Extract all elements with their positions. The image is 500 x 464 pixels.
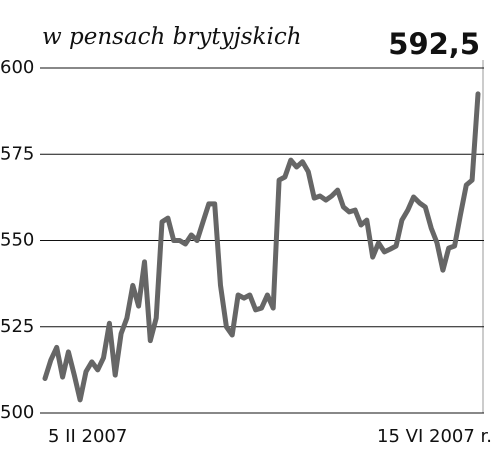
y-tick-label: 525	[0, 316, 34, 337]
current-value: 592,5	[388, 27, 480, 61]
x-start-label: 5 II 2007	[48, 426, 127, 447]
subtitle: w pensach brytyjskich	[42, 24, 302, 50]
y-tick-label: 500	[0, 402, 34, 423]
x-end-label: 15 VI 2007 r.	[377, 426, 492, 447]
y-tick-label: 575	[0, 143, 34, 164]
y-tick-label: 550	[0, 230, 34, 251]
y-tick-label: 600	[0, 57, 34, 78]
price-line	[42, 91, 481, 403]
